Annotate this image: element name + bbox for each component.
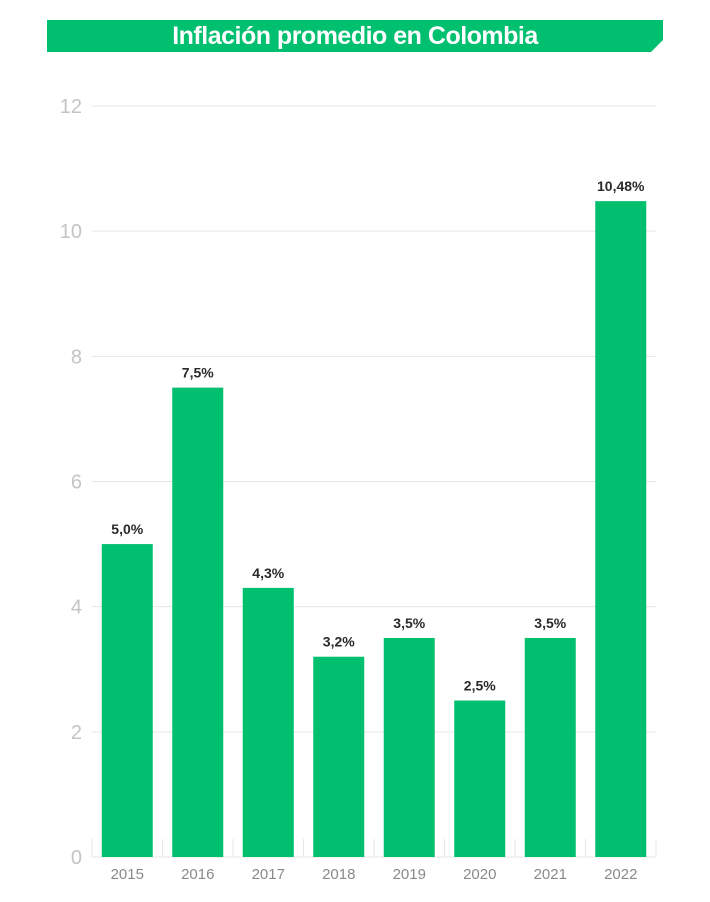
- y-axis-ticks: 0 2 4 6 8 10 12: [60, 96, 82, 869]
- x-axis-ticks: 2015 2016 2017 2018 2019 2020 2021 2022: [111, 866, 638, 883]
- data-labels: 5,0% 7,5% 4,3% 3,2% 3,5% 2,5% 3,5% 10,48%: [111, 178, 645, 693]
- bar-2020: [454, 700, 506, 857]
- x-tick-label-2019: 2019: [393, 866, 426, 883]
- chart-title: Inflación promedio en Colombia: [172, 22, 539, 50]
- x-tick-label-2016: 2016: [181, 866, 214, 883]
- data-label-2021: 3,5%: [534, 615, 566, 631]
- y-tick-label: 2: [71, 722, 82, 744]
- bar-2016: [172, 387, 224, 857]
- y-tick-label: 6: [71, 472, 82, 494]
- bar-2019: [383, 637, 435, 857]
- bar-2015: [101, 544, 153, 857]
- x-tick-label-2022: 2022: [604, 866, 637, 883]
- bar-2017: [242, 587, 294, 857]
- y-tick-label: 8: [71, 346, 82, 368]
- data-label-2019: 3,5%: [393, 615, 425, 631]
- x-tick-label-2017: 2017: [252, 866, 285, 883]
- data-label-2020: 2,5%: [464, 678, 496, 694]
- data-label-2016: 7,5%: [182, 365, 214, 381]
- bar-2018: [313, 656, 365, 857]
- bar-2022: [595, 201, 647, 858]
- x-tick-label-2015: 2015: [111, 866, 144, 883]
- bar-2021: [524, 637, 576, 857]
- y-tick-label: 12: [60, 96, 82, 118]
- x-tick-label-2018: 2018: [322, 866, 355, 883]
- data-label-2018: 3,2%: [323, 634, 355, 650]
- y-tick-label: 0: [71, 847, 82, 869]
- title-band: [47, 20, 663, 52]
- data-label-2022: 10,48%: [597, 178, 645, 194]
- y-tick-label: 4: [71, 597, 82, 619]
- y-tick-label: 10: [60, 221, 82, 243]
- x-tick-label-2020: 2020: [463, 866, 496, 883]
- data-label-2015: 5,0%: [111, 521, 143, 537]
- x-tick-label-2021: 2021: [534, 866, 567, 883]
- bars: [101, 201, 647, 858]
- data-label-2017: 4,3%: [252, 565, 284, 581]
